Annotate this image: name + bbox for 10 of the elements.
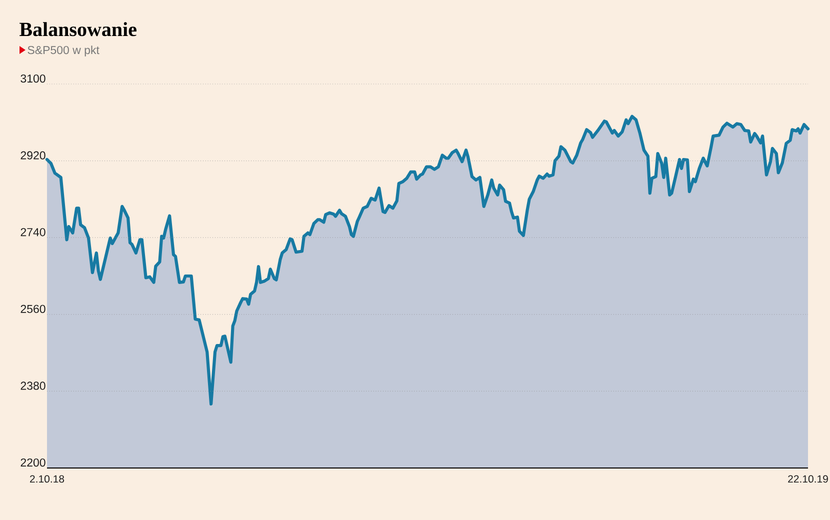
chart-subtitle: S&P500 w pkt: [28, 46, 100, 56]
chart-title: Balansowanie: [20, 22, 136, 36]
y-tick-label: 3100: [20, 74, 46, 83]
y-tick-label: 2560: [20, 304, 46, 314]
x-tick-label: 22.10.19: [788, 475, 828, 483]
y-tick-label: 2200: [20, 458, 46, 467]
x-tick-label: 2.10.18: [30, 475, 64, 483]
y-tick-label: 2740: [20, 228, 46, 236]
y-tick-label: 2920: [20, 151, 46, 160]
y-tick-label: 2380: [20, 382, 46, 390]
